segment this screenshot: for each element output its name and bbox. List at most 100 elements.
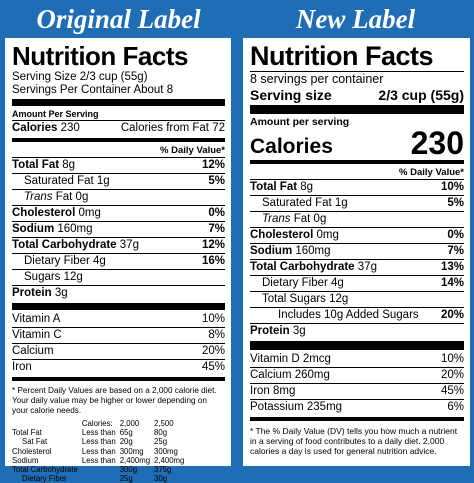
new-nutrient-row: Saturated Fat 1g 5% [250,196,464,212]
original-vitamin-label: Iron [12,361,32,373]
new-vitamin-row: Potassium 235mg 6% [250,400,464,415]
daily-values-table-header-cell: Calories: [81,419,113,428]
new-nutrient-label: Total Carbohydrate [250,261,355,273]
original-nutrient-name: Sodium 160mg [12,222,93,237]
original-nutrient-row: Total Fat 8g 12% [12,158,225,174]
original-vitamin-label: Vitamin C [12,329,62,341]
daily-values-table-cell: Dietary Fiber [22,474,67,483]
original-nutrient-amount: 4g [93,255,106,267]
new-label-panel: Nutrition Facts 8 servings per container… [243,38,470,466]
original-daily-values-table: Calories: 2,000 2,500 Total Fat Less than 65g… [12,419,188,483]
original-vitamin-dv: 10% [201,313,225,325]
daily-values-table-row: Dietary Fiber 25g 30g [12,474,188,483]
new-nutrient-amount: 0mg [316,229,339,241]
original-divider-thick-2 [12,303,225,310]
new-nutrient-list: Total Fat 8g 10% Saturated Fat 1g 5% Trans F… [250,180,464,339]
original-nutrient-row: Sodium 160mg 7% [12,222,225,238]
new-nutrient-name: Sodium 160mg [250,244,331,259]
original-nutrient-label: Dietary Fiber [24,255,90,267]
original-divider [12,120,225,121]
new-nutrient-row: Total Fat 8g 10% [250,180,464,196]
daily-values-table-cell: 300mg [154,446,178,456]
original-calories-label: Calories [12,122,58,134]
new-vitamin-label: Vitamin D 2mcg [250,353,331,365]
original-nutrient-label: Total Fat [12,159,60,171]
original-title: Nutrition Facts [12,41,188,71]
original-nutrient-name: Total Carbohydrate 37g [12,238,139,253]
daily-values-table-header-cell [12,419,82,428]
new-nutrient-name: Protein 3g [250,324,306,339]
original-nutrient-amount: 37g [119,239,139,251]
new-nutrient-row: Includes 10g Added Sugars 20% [250,308,464,324]
new-servings-per-container: 8 servings per container [250,72,384,86]
new-calories-label: Calories [250,135,333,158]
original-vitamin-dv: 45% [201,361,225,373]
original-nutrient-dv: 12% [201,239,225,251]
original-vitamin-row: Calcium 20% [12,344,225,360]
original-nutrient-list: Total Fat 8g 12% Saturated Fat 1g 5% Trans F… [12,158,225,301]
original-nutrient-name: Saturated Fat 1g [12,174,110,189]
new-divider-thick [250,105,464,114]
original-nutrient-label: Protein [12,287,52,299]
new-nutrient-name: Total Sugars 12g [250,292,348,307]
new-divider-medium [250,160,464,164]
new-nutrient-dv: 20% [440,309,464,321]
new-vitamin-row: Calcium 260mg 20% [250,368,464,384]
original-nutrient-amount: 3g [54,287,68,299]
new-vitamin-dv: 6% [447,401,464,413]
new-vitamin-row: Vitamin D 2mcg 10% [250,352,464,368]
original-nutrient-name: Sugars 12g [12,270,83,285]
original-label-heading: Original Label [36,4,201,34]
original-vitamin-list: Vitamin A 10% Vitamin C 8% Calcium 20% Iron 45% [12,312,225,375]
original-label-panel: Nutrition Facts Serving Size 2/3 cup (55… [5,38,231,483]
daily-values-table-cell: 25g [154,437,168,447]
new-nutrient-amount: 37g [357,261,377,273]
new-nutrient-label: Sodium [250,245,293,257]
original-nutrient-row: Cholesterol 0mg 0% [12,206,225,222]
daily-values-table-header-cell: 2,000 [119,419,140,428]
new-nutrient-amount: 12g [329,293,349,305]
original-calories-from-fat: Calories from Fat 72 [120,122,225,134]
new-nutrient-dv: 0% [447,229,464,241]
original-nutrient-amount: Fat 0g [55,191,89,203]
original-footnote: * Percent Daily Values are based on a 2,… [12,386,217,415]
original-nutrient-amount: 12g [63,271,83,283]
daily-values-table-cell: Less than [81,428,116,438]
daily-values-table-row: Sodium Less than 2,400mg 2,400mg [12,456,188,465]
new-nutrient-label: Cholesterol [250,229,314,241]
daily-values-table-cell [82,474,120,483]
daily-values-table-cell: Sat Fat [22,437,48,447]
new-calories-row: Calories 230 [250,125,464,161]
new-nutrient-row: Total Sugars 12g [250,292,464,308]
daily-values-table-cell: 65g [119,428,133,438]
new-footnote: * The % Daily Value (DV) tells you how m… [250,426,458,456]
original-nutrient-row: Trans Fat 0g [12,190,225,206]
original-nutrient-name: Total Fat 8g [12,158,75,173]
original-nutrient-name: Cholesterol 0mg [12,206,101,221]
new-nutrient-amount: 1g [334,197,348,209]
new-vitamin-list: Vitamin D 2mcg 10% Calcium 260mg 20% Iron 8m… [250,352,464,415]
new-title: Nutrition Facts [250,41,434,71]
daily-values-table-cell: Less than [81,437,116,447]
original-vitamin-label: Calcium [12,345,54,357]
original-nutrient-label: Total Carbohydrate [12,239,117,251]
new-calories-value: 230 [410,125,464,161]
original-nutrient-amount: 0mg [78,207,101,219]
new-divider-top [250,71,464,72]
original-nutrient-row: Sugars 12g [12,270,225,286]
original-vitamin-label: Vitamin A [12,313,61,325]
original-nutrient-row: Dietary Fiber 4g 16% [12,254,225,270]
daily-values-table-row: Sat Fat Less than 20g 25g [12,437,188,446]
new-nutrient-label: Trans [262,213,291,225]
new-vitamin-row: Iron 8mg 45% [250,384,464,400]
original-divider-thick [12,99,225,106]
daily-values-table-cell: 300mg [119,446,144,456]
new-nutrient-name: Saturated Fat 1g [250,196,348,211]
daily-values-table-row: Total Fat Less than 65g 80g [12,428,188,437]
new-nutrient-dv: 10% [440,181,464,193]
daily-values-table-cell: 25g [119,474,133,483]
original-nutrient-label: Sugars [24,271,61,283]
new-divider-medium-2 [250,417,464,421]
new-amount-per-serving: Amount per serving [250,116,350,128]
new-divider-thick-2 [250,341,464,350]
